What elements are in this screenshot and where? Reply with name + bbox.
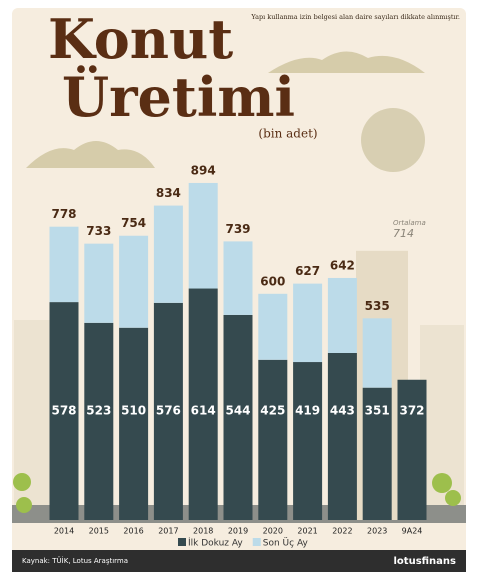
x-tick-label: 2023 — [367, 527, 387, 536]
legend-label: İlk Dokuz Ay — [188, 538, 243, 549]
tree — [16, 497, 32, 513]
brand: lotusfinans — [394, 556, 457, 567]
bar-segment — [397, 379, 427, 520]
total-label: 834 — [156, 186, 181, 200]
x-tick-label: 2015 — [89, 527, 109, 536]
average-label: Ortalama — [393, 219, 426, 227]
total-label: 739 — [225, 222, 250, 236]
x-tick-label: 2014 — [54, 527, 74, 536]
x-tick-label: 2017 — [158, 527, 178, 536]
bar-segment — [258, 359, 288, 520]
bar-segment — [188, 288, 218, 520]
x-tick-label: 9A24 — [402, 527, 423, 536]
bar-segment — [223, 241, 253, 315]
legend-swatch — [178, 538, 186, 546]
value-label: 614 — [191, 404, 216, 418]
legend-swatch — [252, 538, 261, 546]
value-label: 351 — [365, 404, 390, 418]
chart-subtitle: (bin adet) — [258, 127, 317, 141]
sun — [361, 108, 425, 172]
total-label: 627 — [295, 264, 320, 278]
bar-segment — [258, 293, 288, 360]
bar-segment — [49, 226, 79, 303]
bar-segment — [119, 235, 149, 328]
x-tick-label: 2018 — [193, 527, 213, 536]
total-label: 754 — [121, 216, 146, 230]
bar-segment — [362, 318, 392, 388]
bar-segment — [188, 182, 218, 289]
legend-label: Son Üç Ay — [263, 538, 309, 549]
chart-title: Konut — [48, 7, 233, 71]
x-tick-label: 2021 — [297, 527, 317, 536]
value-label: 419 — [295, 404, 320, 418]
bar-segment — [293, 362, 323, 520]
x-tick-label: 2019 — [228, 527, 248, 536]
bar-segment — [223, 314, 253, 520]
footer-bar — [12, 550, 466, 572]
x-tick-label: 2022 — [332, 527, 352, 536]
tree — [432, 473, 452, 493]
mountain — [26, 141, 155, 168]
value-label: 510 — [121, 404, 146, 418]
value-label: 372 — [399, 404, 424, 418]
total-label: 600 — [260, 274, 285, 288]
value-label: 544 — [225, 404, 250, 418]
note: Yapı kullanma izin belgesi alan daire sa… — [250, 13, 460, 21]
bar-segment — [293, 283, 323, 363]
chart-title: Üretimi — [62, 64, 295, 129]
value-label: 443 — [330, 404, 355, 418]
mountain — [268, 51, 425, 73]
total-label: 894 — [191, 163, 216, 177]
bar-segment — [153, 302, 183, 520]
bar-segment — [327, 352, 357, 520]
bar-segment — [119, 327, 149, 520]
bar-segment — [362, 387, 392, 520]
average-value: 714 — [393, 227, 414, 240]
total-label: 733 — [86, 224, 111, 238]
x-tick-label: 2016 — [123, 527, 143, 536]
x-tick-label: 2020 — [263, 527, 283, 536]
tree — [445, 490, 461, 506]
value-label: 425 — [260, 404, 285, 418]
total-label: 642 — [330, 258, 355, 272]
value-label: 578 — [51, 404, 76, 418]
tree — [13, 473, 31, 491]
total-label: 778 — [51, 207, 76, 221]
bar-segment — [49, 302, 79, 520]
value-label: 523 — [86, 404, 111, 418]
bar-segment — [153, 205, 183, 303]
total-label: 535 — [365, 299, 390, 313]
bar-segment — [84, 322, 114, 520]
source: Kaynak: TÜİK, Lotus Araştırma — [22, 556, 128, 565]
value-label: 576 — [156, 404, 181, 418]
bar-segment — [327, 277, 357, 353]
bar-segment — [84, 243, 114, 323]
